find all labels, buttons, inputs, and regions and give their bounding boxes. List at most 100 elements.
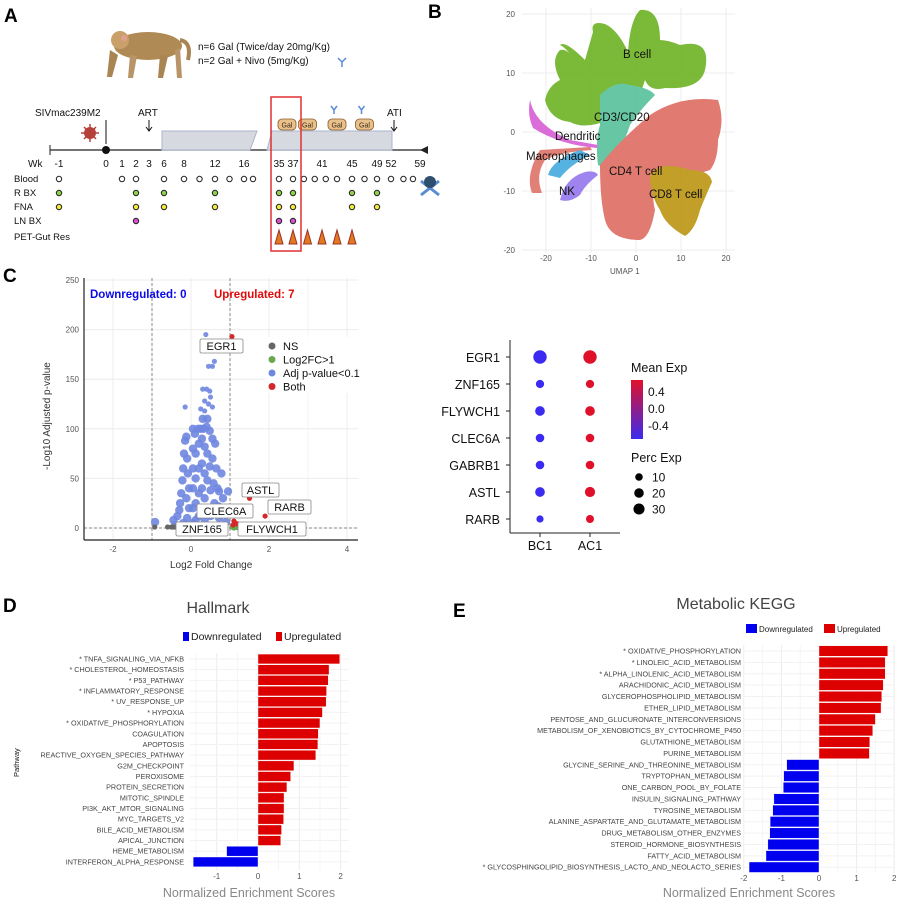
bar-upregulated (257, 696, 327, 707)
bar-upregulated (257, 792, 285, 803)
sample-marker (240, 175, 248, 183)
week-tick: 3 (146, 159, 152, 170)
bar-upregulated (257, 750, 317, 761)
pathway-label: GLUTATHIONE_METABOLISM (640, 738, 741, 747)
gene-label-box (175, 521, 229, 537)
bar-y-label: Pathway (12, 748, 21, 777)
sample-marker (132, 189, 140, 197)
panel-a: A n=6 Gal (Twice/day 20mg/Kg) n=2 Gal + … (4, 6, 440, 252)
sample-marker (400, 175, 407, 183)
umap-x-tick: -20 (540, 254, 552, 263)
cluster-nk (560, 171, 598, 201)
volcano-point-significant (205, 401, 212, 407)
cluster-label: NK (559, 186, 575, 198)
dot-clec6a-ac1 (585, 433, 595, 443)
sample-marker (211, 203, 219, 211)
sample-marker (226, 175, 233, 183)
volcano-point-significant (207, 388, 213, 394)
legend-label: Adj p-value<0.1 (283, 368, 360, 380)
legend-swatch (183, 632, 189, 641)
sample-marker (55, 203, 63, 211)
sample-marker (361, 175, 368, 183)
perc-exp-tick: 10 (652, 471, 666, 485)
volcano-point-significant (202, 398, 208, 404)
cluster-label: B cell (623, 49, 651, 61)
dot-egr1-ac1 (583, 350, 597, 364)
perc-exp-swatch (634, 488, 644, 498)
pathway-label: ETHER_LIPID_METABOLISM (644, 703, 741, 712)
pathway-label: PROTEIN_SECRETION (106, 783, 184, 792)
bar-upregulated (818, 747, 870, 759)
panel-label-d: D (3, 596, 17, 617)
bar-upregulated (818, 725, 873, 737)
pathway-label: REACTIVE_OXYGEN_SPECIES_PATHWAY (40, 751, 184, 760)
bar-downregulated (783, 782, 820, 793)
bar-upregulated (257, 685, 327, 697)
sample-marker (180, 175, 188, 183)
umap-y-tick: 10 (506, 69, 515, 78)
chart-title: Metabolic KEGG (676, 596, 795, 613)
bar-upregulated (257, 707, 323, 718)
volcano-y-tick: 100 (66, 425, 80, 434)
panel-c: C -2 0 2 4 0 50 100 150 200 250 EGR1 ASTL RARB CLEC6… (3, 266, 375, 571)
volcano-point-significant (202, 408, 208, 414)
umap-y-tick: 20 (506, 10, 515, 19)
perc-exp-swatch (633, 503, 645, 515)
bar-upregulated (257, 717, 321, 729)
volcano-point-significant (188, 484, 198, 493)
dotplot-group-label: AC1 (578, 539, 602, 553)
bar-upregulated (818, 691, 882, 702)
sample-marker (211, 175, 219, 183)
sample-marker (160, 189, 168, 197)
week-tick: 6 (161, 159, 167, 170)
volcano-point-significant (208, 454, 217, 463)
sample-marker (275, 203, 283, 211)
week-tick: 1 (119, 159, 125, 170)
volcano-point-significant (191, 474, 200, 483)
dotplot-gene-label: GABRB1 (449, 459, 500, 473)
bar-upregulated (257, 653, 340, 665)
sample-marker (132, 203, 140, 211)
gal-pill-icon (355, 118, 374, 131)
bar-downregulated (748, 861, 820, 873)
gal-pill-label: Gal (282, 123, 293, 130)
cluster-label: CD4 T cell (609, 166, 662, 178)
gene-label-box (241, 482, 280, 498)
pathway-label: * TNFA_SIGNALING_VIA_NFKB (79, 655, 184, 664)
volcano-point-significant (178, 476, 187, 485)
volcano-point-significant (205, 426, 214, 435)
dot-rarb-bc1 (536, 515, 544, 523)
umap-x-tick: 20 (722, 254, 731, 263)
perc-exp-tick: 20 (652, 487, 666, 501)
schedule-row-label: Blood (14, 174, 38, 185)
gene-label-box (196, 503, 254, 519)
cluster-label: CD8 T cell (649, 189, 702, 201)
volcano-point-significant (182, 432, 191, 441)
volcano-point-significant (182, 404, 188, 410)
volcano-point-significant (209, 404, 216, 410)
volcano-point-significant (200, 494, 209, 503)
macaque-illustration (107, 31, 191, 78)
pathway-label: COAGULATION (132, 729, 184, 738)
cluster-macrophages (529, 147, 592, 193)
pathway-label: DRUG_METABOLISM_OTHER_ENZYMES (601, 829, 741, 838)
umap-y-tick: -20 (503, 246, 515, 255)
schedule-row-label: R BX (14, 188, 37, 199)
volcano-point-gene-rarb (262, 513, 268, 519)
sample-marker (289, 217, 297, 225)
infection-label: SIVmac239M2 (35, 108, 101, 119)
bar-x-tick: 2 (338, 872, 343, 881)
volcano-x-tick: 0 (189, 545, 194, 554)
antibody-icon (337, 57, 347, 67)
pathway-label: ARACHIDONIC_ACID_METABOLISM (619, 681, 741, 690)
pathway-label: GLYCINE_SERINE_AND_THREONINE_METABOLISM (563, 760, 741, 769)
ati-arrow (390, 120, 398, 132)
gal-pills: Gal Gal Gal Gal (277, 105, 374, 131)
art-bar-2 (266, 130, 393, 151)
volcano-point-significant (203, 414, 212, 424)
art-arrow (145, 120, 153, 132)
pathway-label: * OXIDATIVE_PHOSPHORYLATION (66, 719, 184, 728)
sample-marker (311, 175, 318, 183)
volcano-point-significant (217, 469, 226, 478)
